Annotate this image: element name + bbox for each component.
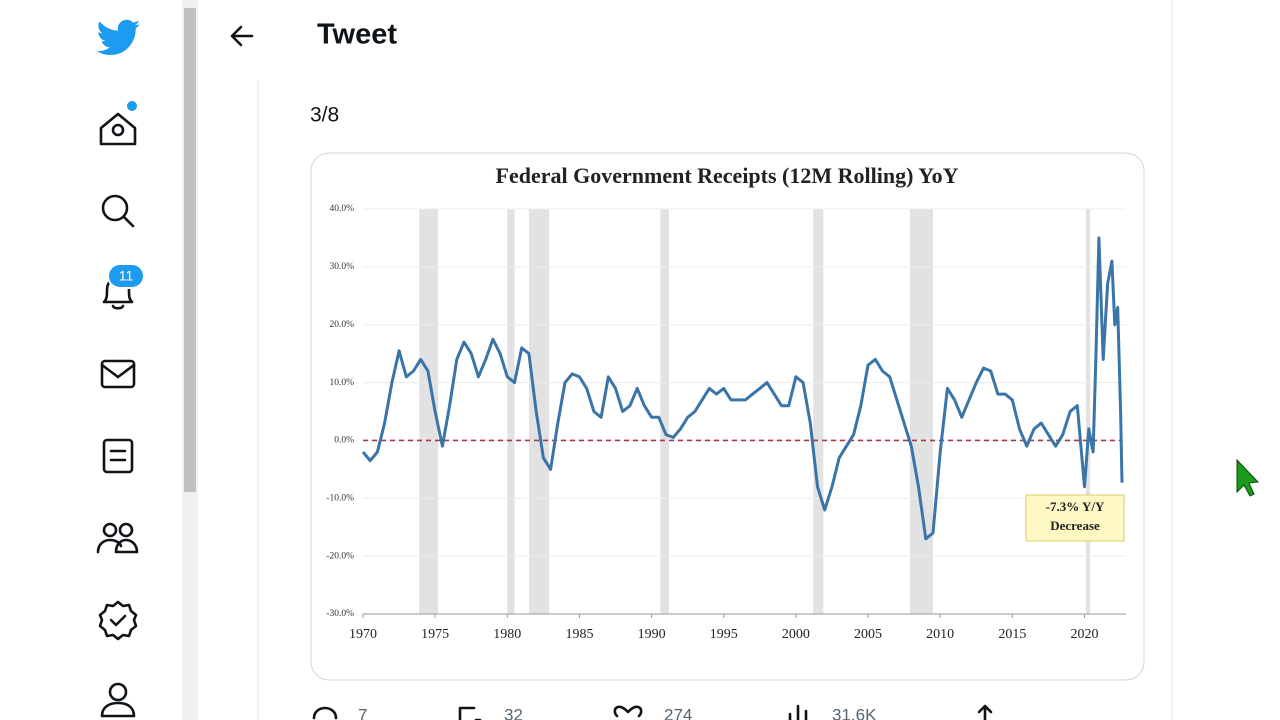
y-tick-label: 0.0% <box>334 436 354 446</box>
x-tick-label: 1975 <box>421 627 449 642</box>
x-tick-label: 2020 <box>1070 627 1098 642</box>
messages-icon[interactable] <box>100 359 136 389</box>
share-icon[interactable] <box>977 704 993 720</box>
back-button[interactable] <box>230 25 254 47</box>
home-icon[interactable] <box>99 101 137 146</box>
x-tick-label: 2010 <box>926 627 954 642</box>
lists-icon[interactable] <box>102 438 134 474</box>
recession-band <box>507 209 515 614</box>
chart: Federal Government Receipts (12M Rolling… <box>326 163 1126 642</box>
retweet-count: 32 <box>504 705 523 720</box>
recession-band <box>909 209 933 614</box>
y-tick-label: 30.0% <box>329 262 354 272</box>
twitter-logo[interactable] <box>96 19 141 56</box>
views-count: 31.6K <box>832 705 877 720</box>
annotation-text: -7.3% Y/Y <box>1046 499 1105 514</box>
y-tick-label: -30.0% <box>326 609 354 619</box>
mouse-cursor <box>1236 458 1260 497</box>
tweet-actions: 7 32 274 31.6K <box>312 704 993 720</box>
verified-icon[interactable] <box>98 600 138 641</box>
x-tick-label: 1985 <box>565 627 593 642</box>
y-tick-label: 10.0% <box>329 378 354 388</box>
profile-icon[interactable] <box>100 682 136 718</box>
x-tick-label: 2015 <box>998 627 1026 642</box>
annotation-text: Decrease <box>1050 518 1100 533</box>
explore-icon[interactable] <box>101 194 135 228</box>
recession-band <box>528 209 550 614</box>
annotation-box <box>1025 494 1125 542</box>
recession-band <box>419 209 439 614</box>
recession-band <box>813 209 824 614</box>
y-tick-label: -20.0% <box>326 551 354 561</box>
like-icon[interactable] <box>613 705 643 718</box>
scrollbar-thumb[interactable] <box>184 8 196 492</box>
reply-icon[interactable] <box>312 706 338 720</box>
like-count: 274 <box>664 705 692 720</box>
y-tick-label: -10.0% <box>326 493 354 503</box>
data-line <box>361 236 1124 541</box>
chart-title: Federal Government Receipts (12M Rolling… <box>496 163 959 188</box>
x-tick-label: 1995 <box>710 627 738 642</box>
y-tick-label: 40.0% <box>329 204 354 214</box>
header-title: Tweet <box>317 19 397 51</box>
sidebar: 11 <box>96 19 145 718</box>
badge-count: 11 <box>119 268 134 284</box>
recession-band <box>1085 209 1091 614</box>
unread-dot <box>127 101 137 111</box>
media-card[interactable] <box>310 152 1145 681</box>
x-tick-label: 1970 <box>349 627 377 642</box>
views-icon[interactable] <box>788 704 808 720</box>
retweet-icon[interactable] <box>458 706 482 720</box>
x-tick-label: 2005 <box>854 627 882 642</box>
x-tick-label: 2000 <box>782 627 810 642</box>
x-tick-label: 1990 <box>638 627 666 642</box>
communities-icon[interactable] <box>96 522 139 554</box>
badge <box>107 263 145 289</box>
notifications-icon[interactable]: 11 <box>102 263 145 310</box>
reply-count: 7 <box>358 705 367 720</box>
y-tick-label: 20.0% <box>329 320 354 330</box>
tweet-text: 3/8 <box>310 104 339 127</box>
x-tick-label: 1980 <box>493 627 521 642</box>
recession-band <box>660 209 669 614</box>
